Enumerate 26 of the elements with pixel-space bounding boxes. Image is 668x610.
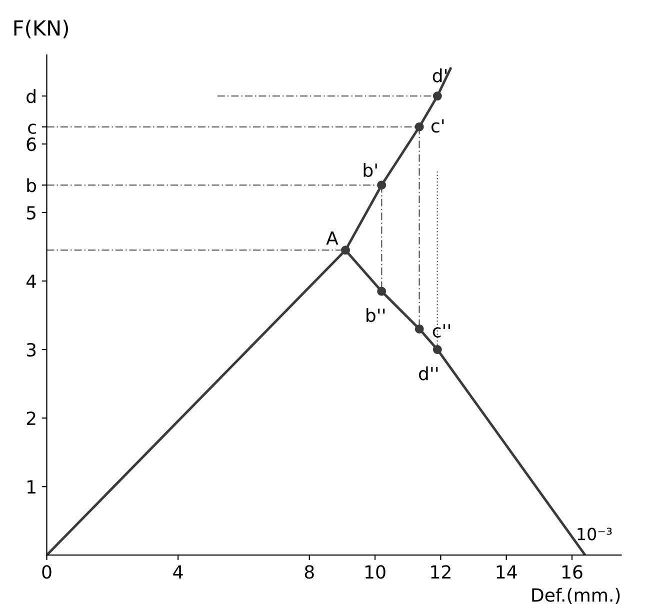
x-tick-label: 12 <box>431 565 450 579</box>
y-tick-label: 4 <box>26 274 36 288</box>
x-tick-label: 0 <box>42 565 52 579</box>
x-axis-title: Def.(mm.) <box>532 588 620 604</box>
y-tick-label: 2 <box>26 412 36 425</box>
y-tick-label: 5 <box>26 206 36 220</box>
y-tick-label: b <box>27 178 36 192</box>
annotation: d' <box>432 68 447 82</box>
annotation: b' <box>364 163 377 178</box>
y-tick-label: 6 <box>26 137 36 152</box>
annotation: c'' <box>432 324 450 338</box>
x-tick-label: 8 <box>304 565 314 579</box>
y-tick-label: d <box>26 89 36 104</box>
y-tick-label: c <box>28 124 36 134</box>
x-tick-label: 4 <box>173 565 183 579</box>
annotation: 10⁻³ <box>578 528 612 540</box>
y-tick-label: 1 <box>28 480 36 494</box>
annotation: b'' <box>366 308 385 322</box>
y-tick-label: 3 <box>26 342 36 357</box>
annotation: c' <box>431 119 444 133</box>
annotation: d'' <box>418 366 438 380</box>
annotation: A <box>326 231 338 245</box>
x-tick-label: 10 <box>366 565 386 579</box>
x-tick-label: 14 <box>496 565 517 579</box>
y-axis-title: F(KN) <box>14 20 68 38</box>
x-tick-label: 16 <box>562 565 582 579</box>
